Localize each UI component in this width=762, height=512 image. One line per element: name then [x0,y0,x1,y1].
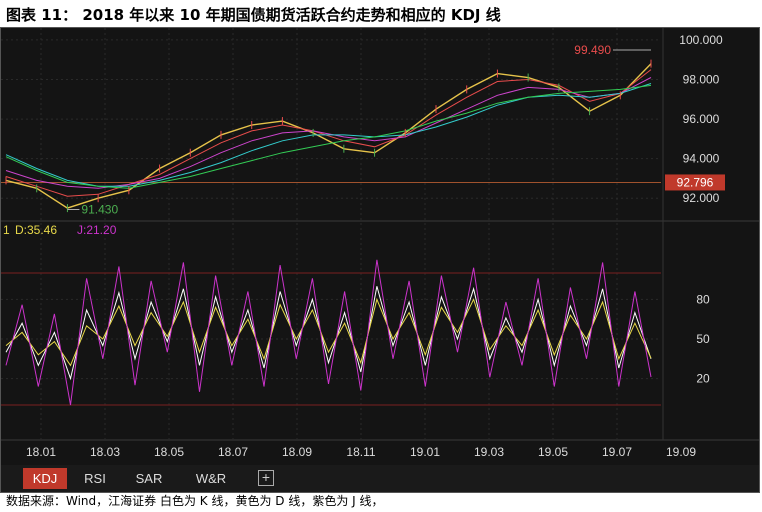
kdj-legend-d: D:35.46 [15,223,57,237]
x-tick-label: 18.11 [346,445,375,459]
x-tick-label: 18.01 [26,445,56,459]
kdj-y-tick-label: 50 [696,332,710,346]
tab-sar[interactable]: SAR [135,471,163,486]
price-series-line [5,84,652,189]
y-tick-label: 98.000 [683,73,720,87]
x-tick-label: 19.09 [666,445,696,459]
y-tick-label: 96.000 [683,112,720,126]
tab-kdj[interactable]: KDJ [23,468,67,489]
figure-title: 图表 11： 2018 年以来 10 年期国债期货活跃合约走势和相应的 KDJ … [6,6,501,24]
tab-wr[interactable]: W&R [195,471,227,486]
kdj-legend-prefix: 1 [3,223,10,237]
y-tick-label: 100.000 [679,33,723,47]
y-tick-label: 94.000 [683,152,720,166]
j-line [5,259,652,406]
high-price-label: 99.490 [574,43,611,57]
kdj-legend-j: J:21.20 [77,223,117,237]
tab-rsi[interactable]: RSI [84,471,106,486]
price-series-line [5,83,652,187]
x-tick-label: 18.03 [90,445,120,459]
x-tick-label: 18.05 [154,445,184,459]
x-tick-label: 18.07 [218,445,248,459]
kdj-y-tick-label: 20 [696,372,710,386]
x-tick-label: 18.09 [282,445,312,459]
last-price-label: 92.796 [677,175,714,189]
low-price-label: 91.430 [81,202,118,216]
y-tick-label: 92.000 [683,191,720,205]
d-line [5,297,652,367]
chart-panel: 18.01 18.03 18.05 18.07 18.09 18.11 19.01 19.03… [0,27,760,493]
chart-svg: 18.01 18.03 18.05 18.07 18.09 18.11 19.01 19.03… [1,28,759,459]
x-tick-label: 19.03 [474,445,504,459]
kdj-y-tick-label: 80 [696,292,710,306]
plus-icon[interactable]: + [258,470,274,486]
indicator-tabbar: KDJ RSI SAR W&R + [1,465,759,492]
x-tick-label: 19.01 [410,445,440,459]
last-price-box [665,174,725,191]
figure-caption: 数据来源：Wind，江海证券 白色为 K 线，黄色为 D 线，紫色为 J 线， [6,494,384,508]
price-series-line [5,69,652,197]
x-tick-label: 19.07 [602,445,632,459]
k-line [5,286,652,381]
x-tick-label: 19.05 [538,445,568,459]
